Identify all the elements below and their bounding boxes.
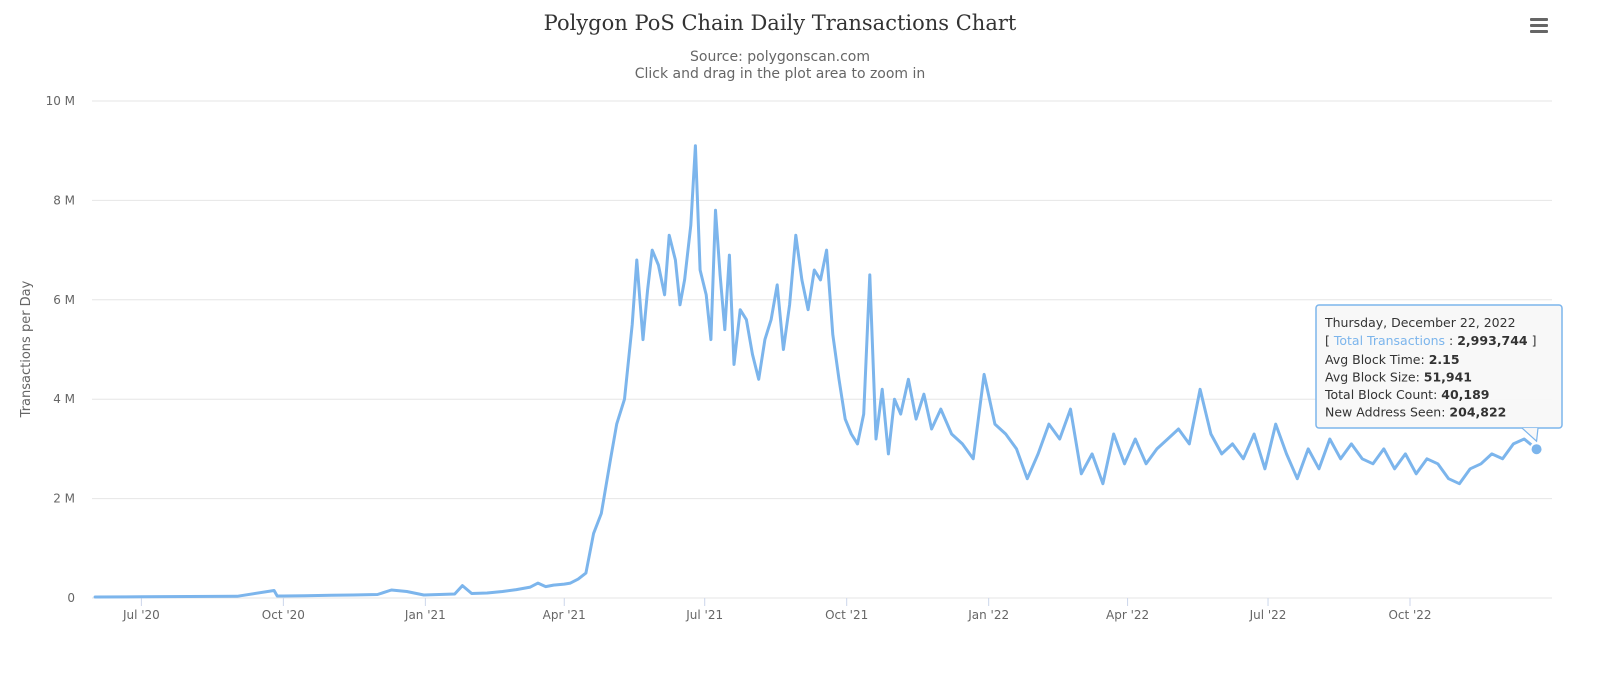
x-tick-label: Jul '22: [1249, 608, 1287, 622]
y-tick-label: 2 M: [53, 492, 75, 506]
tooltip-box: [1315, 304, 1563, 429]
tooltip: Thursday, December 22, 2022 [ Total Trans…: [1315, 304, 1563, 457]
x-tick-label: Jul '20: [122, 608, 160, 622]
tooltip-text-part: 2,993,744: [1457, 333, 1528, 348]
y-tick-label: 6 M: [53, 293, 75, 307]
tooltip-line-label: Avg Block Time:: [1325, 352, 1429, 367]
series-line[interactable]: [93, 144, 1539, 599]
tooltip-text-part: [: [1325, 333, 1334, 348]
y-axis-title: Transactions per Day: [19, 280, 34, 418]
x-tick-label: Jan '22: [967, 608, 1009, 622]
x-tick-label: Apr '22: [1106, 608, 1149, 622]
tooltip-line: Avg Block Size: 51,941: [1325, 370, 1472, 385]
tooltip-text-part: ]: [1528, 333, 1537, 348]
tooltip-total-transactions: [ Total Transactions : 2,993,744 ]: [1325, 333, 1536, 348]
y-tick-label: 8 M: [53, 193, 75, 207]
hover-point-marker: [1529, 442, 1544, 457]
hamburger-menu-icon[interactable]: [1530, 18, 1548, 33]
tooltip-text-part: :: [1445, 333, 1457, 348]
x-tick-label: Apr '21: [543, 608, 586, 622]
x-tick-label: Oct '20: [262, 608, 305, 622]
y-axis-ticks: 0 2 M 4 M 6 M 8 M 10 M: [46, 94, 75, 605]
x-tick-label: Oct '21: [825, 608, 868, 622]
tooltip-text-part: Total Transactions: [1333, 333, 1445, 348]
y-tick-label: 0: [67, 591, 75, 605]
y-tick-label: 10 M: [46, 94, 75, 108]
tooltip-line-value: 2.15: [1429, 352, 1460, 367]
tooltip-line-value: 204,822: [1449, 405, 1506, 420]
chart-title: Polygon PoS Chain Daily Transactions Cha…: [544, 11, 1017, 35]
chart-subtitle-source: Source: polygonscan.com: [690, 49, 870, 65]
tooltip-line-label: New Address Seen:: [1325, 405, 1449, 420]
tooltip-line-value: 51,941: [1424, 370, 1472, 385]
x-tick-label: Oct '22: [1388, 608, 1431, 622]
tooltip-line: Total Block Count: 40,189: [1324, 387, 1490, 402]
series-layer[interactable]: [93, 144, 1539, 599]
x-tick-label: Jul '21: [685, 608, 723, 622]
x-axis-ticks: Jul '20 Oct '20 Jan '21 Apr '21 Jul '21 Oct '…: [122, 598, 1432, 622]
tooltip-line: New Address Seen: 204,822: [1325, 405, 1506, 420]
x-tick-label: Jan '21: [404, 608, 446, 622]
tooltip-line: Avg Block Time: 2.15: [1325, 352, 1460, 367]
tooltip-line-label: Total Block Count:: [1324, 387, 1441, 402]
tooltip-date: Thursday, December 22, 2022: [1324, 315, 1516, 330]
tooltip-pointer: [1521, 427, 1539, 443]
chart-subtitle-zoom-hint: Click and drag in the plot area to zoom …: [635, 66, 926, 82]
grid-layer: [92, 100, 1552, 599]
y-tick-label: 4 M: [53, 392, 75, 406]
tooltip-line-value: 40,189: [1441, 387, 1489, 402]
tooltip-line-label: Avg Block Size:: [1325, 370, 1424, 385]
